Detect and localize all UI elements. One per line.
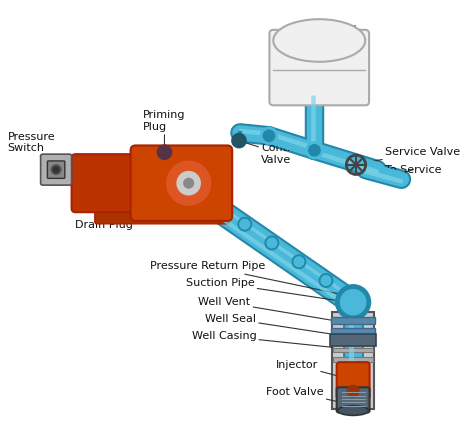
- FancyBboxPatch shape: [41, 154, 72, 185]
- Circle shape: [184, 178, 193, 188]
- Circle shape: [340, 290, 366, 315]
- Bar: [331, 328, 375, 336]
- Text: Suction Pipe: Suction Pipe: [186, 278, 346, 302]
- FancyBboxPatch shape: [269, 30, 369, 105]
- Circle shape: [292, 255, 306, 268]
- Circle shape: [347, 385, 359, 397]
- Circle shape: [321, 276, 331, 285]
- Circle shape: [177, 172, 201, 195]
- Text: Foot Valve: Foot Valve: [266, 387, 336, 401]
- Ellipse shape: [337, 406, 369, 416]
- Circle shape: [261, 128, 277, 143]
- Circle shape: [51, 165, 61, 174]
- Bar: [330, 334, 376, 346]
- Bar: [332, 312, 374, 409]
- Text: Priming
Plug: Priming Plug: [143, 111, 186, 149]
- Circle shape: [167, 162, 210, 205]
- Text: Pressure Return Pipe: Pressure Return Pipe: [150, 261, 344, 295]
- Text: Well Casing: Well Casing: [191, 331, 333, 347]
- Text: Service Valve: Service Valve: [361, 147, 460, 163]
- FancyBboxPatch shape: [131, 146, 232, 221]
- FancyBboxPatch shape: [337, 387, 370, 413]
- Circle shape: [307, 142, 322, 158]
- Circle shape: [238, 218, 252, 231]
- Circle shape: [309, 145, 320, 156]
- Text: Drain Plug: Drain Plug: [75, 218, 157, 230]
- Circle shape: [240, 219, 250, 229]
- Circle shape: [265, 236, 279, 250]
- FancyBboxPatch shape: [72, 154, 152, 212]
- Circle shape: [158, 146, 171, 159]
- Ellipse shape: [273, 19, 365, 62]
- FancyBboxPatch shape: [95, 206, 229, 224]
- Circle shape: [232, 134, 246, 147]
- Circle shape: [319, 274, 333, 287]
- Bar: [333, 348, 374, 353]
- FancyBboxPatch shape: [337, 362, 370, 399]
- Text: Control
Valve: Control Valve: [242, 142, 301, 165]
- Text: Pre-charged
Tank: Pre-charged Tank: [282, 24, 357, 52]
- Circle shape: [294, 257, 304, 267]
- Text: Well Vent: Well Vent: [198, 297, 331, 320]
- Text: Well Seal: Well Seal: [205, 314, 329, 334]
- Text: Pressure
Switch: Pressure Switch: [8, 132, 55, 174]
- Circle shape: [267, 238, 277, 248]
- Text: Injector: Injector: [276, 360, 338, 376]
- Bar: [331, 317, 375, 324]
- Circle shape: [53, 167, 59, 173]
- Text: To Service: To Service: [385, 165, 442, 176]
- Bar: [333, 357, 374, 362]
- Circle shape: [336, 285, 371, 319]
- FancyBboxPatch shape: [47, 161, 65, 178]
